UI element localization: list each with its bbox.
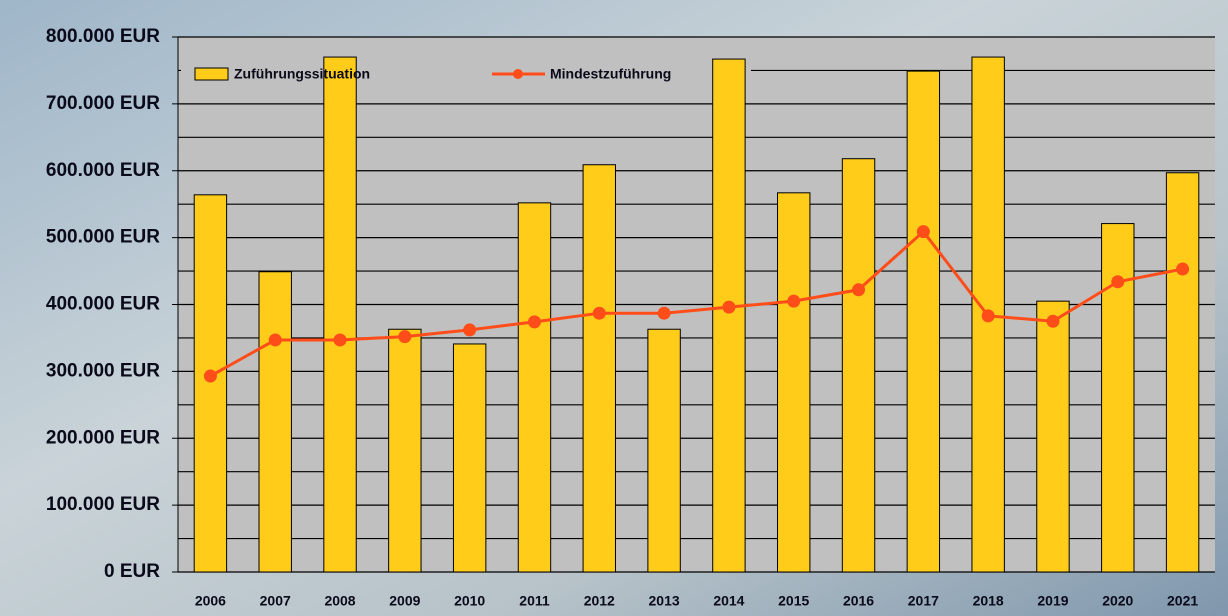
bar bbox=[389, 329, 421, 572]
y-tick-label: 100.000 EUR bbox=[46, 494, 160, 515]
line-marker bbox=[463, 323, 476, 336]
bar bbox=[583, 165, 615, 572]
x-tick-label: 2012 bbox=[584, 593, 615, 609]
line-marker bbox=[658, 307, 671, 320]
chart: Zuführungssituation Mindestzuführung 0 E… bbox=[0, 0, 1228, 616]
bar bbox=[778, 193, 810, 572]
x-tick-label: 2006 bbox=[195, 593, 226, 609]
x-tick-label: 2011 bbox=[519, 593, 550, 609]
bar bbox=[453, 344, 485, 572]
y-tick-label: 300.000 EUR bbox=[46, 360, 160, 381]
line-marker bbox=[1046, 315, 1059, 328]
bar bbox=[324, 57, 356, 572]
bar bbox=[518, 203, 550, 572]
y-tick-label: 500.000 EUR bbox=[46, 227, 160, 248]
x-tick-label: 2013 bbox=[649, 593, 680, 609]
x-tick-label: 2018 bbox=[973, 593, 1004, 609]
line-marker bbox=[334, 333, 347, 346]
y-tick-label: 700.000 EUR bbox=[46, 93, 160, 114]
x-tick-label: 2021 bbox=[1167, 593, 1198, 609]
bar bbox=[907, 71, 939, 572]
x-tick-label: 2016 bbox=[843, 593, 874, 609]
x-tick-label: 2020 bbox=[1102, 593, 1133, 609]
legend-label: Zuführungssituation bbox=[234, 66, 370, 82]
line-marker bbox=[1176, 263, 1189, 276]
line-marker bbox=[528, 315, 541, 328]
line-marker bbox=[1111, 275, 1124, 288]
line-marker bbox=[593, 307, 606, 320]
x-tick-label: 2015 bbox=[778, 593, 809, 609]
y-tick-label: 200.000 EUR bbox=[46, 427, 160, 448]
y-tick-label: 800.000 EUR bbox=[46, 26, 160, 47]
line-marker bbox=[917, 225, 930, 238]
y-tick-label: 600.000 EUR bbox=[46, 160, 160, 181]
bar bbox=[1037, 301, 1069, 572]
x-tick-label: 2008 bbox=[324, 593, 355, 609]
legend-swatch bbox=[195, 68, 228, 80]
y-tick-label: 0 EUR bbox=[104, 561, 160, 582]
bar bbox=[1166, 173, 1198, 572]
line-marker bbox=[204, 370, 217, 383]
bar bbox=[259, 272, 291, 572]
bar bbox=[713, 59, 745, 572]
bar bbox=[648, 329, 680, 572]
line-marker bbox=[982, 309, 995, 322]
line-marker bbox=[722, 301, 735, 314]
legend-label: Mindestzuführung bbox=[550, 66, 671, 82]
bar bbox=[842, 159, 874, 572]
x-tick-label: 2009 bbox=[389, 593, 420, 609]
x-tick-label: 2017 bbox=[908, 593, 939, 609]
y-tick-label: 400.000 EUR bbox=[46, 294, 160, 315]
line-marker bbox=[787, 295, 800, 308]
line-marker bbox=[398, 330, 411, 343]
line-marker bbox=[852, 283, 865, 296]
bar bbox=[194, 195, 226, 572]
legend-marker bbox=[513, 69, 523, 79]
x-tick-label: 2010 bbox=[454, 593, 485, 609]
line-marker bbox=[269, 333, 282, 346]
x-tick-label: 2007 bbox=[260, 593, 291, 609]
x-tick-label: 2019 bbox=[1037, 593, 1068, 609]
x-tick-label: 2014 bbox=[713, 593, 744, 609]
